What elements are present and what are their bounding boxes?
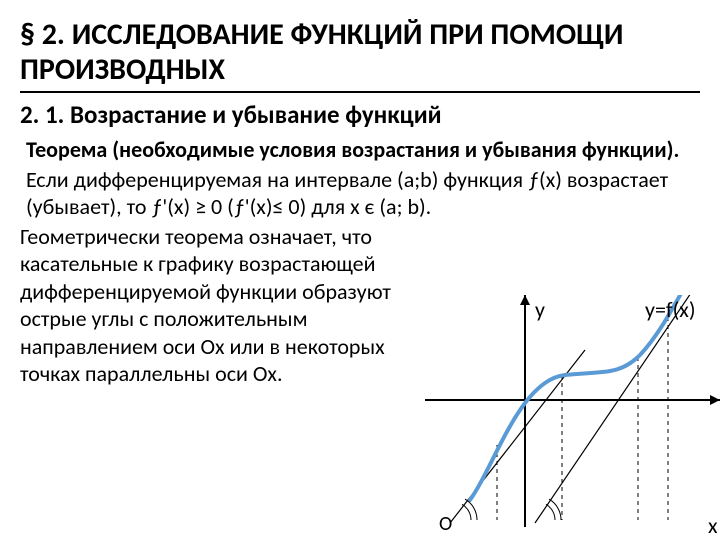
svg-text:y: y <box>535 296 545 323</box>
section-title: § 2. ИССЛЕДОВАНИЕ ФУНКЦИЙ ПРИ ПОМОЩИ ПРО… <box>20 18 700 93</box>
subsection-title: 2. 1. Возрастание и убывание функций <box>20 99 700 130</box>
theorem-heading: Теорема (необходимые условия возрастания… <box>20 136 700 164</box>
svg-text:x: x <box>708 512 718 539</box>
theorem-body: Если дифференцируемая на интервале (а;b)… <box>20 166 700 221</box>
svg-text:y=f(x): y=f(x) <box>645 296 696 323</box>
svg-text:O: O <box>439 512 452 536</box>
geometric-meaning: Геометрически теорема означает, что каса… <box>20 223 440 388</box>
function-graph: y x y=f(x) O <box>425 295 720 540</box>
